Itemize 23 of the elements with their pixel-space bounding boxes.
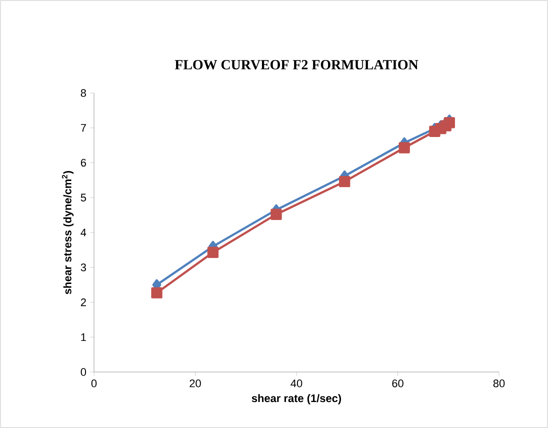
y-tick-label: 8: [80, 89, 86, 97]
y-axis-title: shear stress (dyne/cm$^{2}$): [62, 170, 74, 294]
point: [444, 117, 455, 128]
x-tick-label: 80: [493, 380, 505, 388]
y-tick-label: 2: [80, 298, 86, 306]
y-tick-label: 5: [80, 194, 86, 202]
point: [151, 287, 162, 298]
point: [339, 176, 350, 188]
y-tick-label: 3: [80, 264, 86, 272]
y-tick-label: 6: [80, 158, 86, 167]
point: [207, 246, 219, 258]
x-tick-label: 60: [392, 380, 404, 388]
point: [398, 142, 410, 154]
y-tick-label: 1: [81, 333, 86, 341]
x-tick-label: 20: [190, 380, 201, 388]
x-tick-label: 0: [91, 380, 97, 388]
y-tick-label: 4: [80, 228, 86, 236]
chart-title: FLOW CURVEOF F2 FORMULATION: [174, 60, 418, 70]
x-axis-title: shear rate (1/sec): [252, 394, 342, 404]
y-tick-label: 0: [80, 368, 86, 376]
point: [270, 208, 282, 220]
x-tick-label: 40: [290, 380, 302, 388]
y-tick-label: 7: [80, 124, 86, 132]
